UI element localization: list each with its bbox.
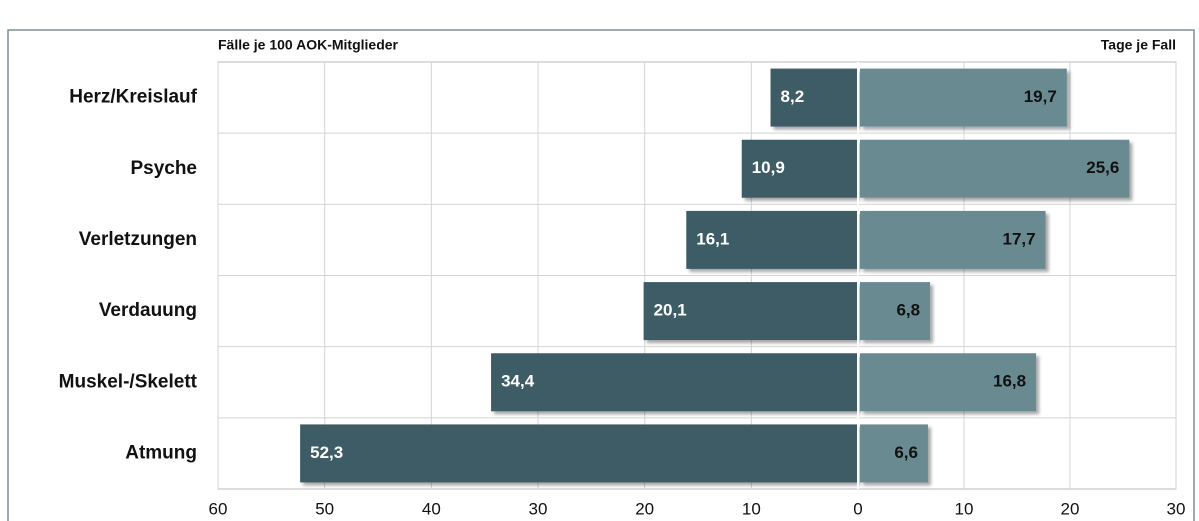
data-label: 6,8 (896, 301, 920, 320)
x-tick-label: 40 (422, 499, 441, 518)
x-tick-label: 20 (635, 499, 654, 518)
bar (300, 424, 858, 483)
data-label: 34,4 (501, 372, 535, 391)
legend-right: Tage je Fall (1101, 37, 1176, 53)
y-tick-label: Verdauung (99, 300, 197, 321)
bar (860, 353, 1037, 412)
x2-tick-label: 10 (955, 499, 974, 518)
data-label: 16,8 (993, 372, 1026, 391)
bar (643, 282, 857, 341)
frame (7, 29, 1195, 521)
data-label: 17,7 (1003, 229, 1036, 248)
bar (860, 68, 1067, 127)
x2-tick-label: 20 (1061, 499, 1080, 518)
x-tick-label: 60 (209, 499, 228, 518)
bar (860, 210, 1046, 269)
y-tick-label: Psyche (130, 158, 197, 179)
data-label: 6,6 (894, 443, 918, 462)
data-label: 10,9 (752, 158, 785, 177)
x-tick-label: 30 (529, 499, 548, 518)
data-label: 19,7 (1024, 87, 1057, 106)
bar (491, 353, 857, 412)
data-label: 16,1 (696, 229, 729, 248)
x-tick-label: 10 (742, 499, 761, 518)
x2-tick-label: 30 (1167, 499, 1186, 518)
bar (741, 139, 857, 198)
x-tick-label: 50 (315, 499, 334, 518)
bar (686, 210, 857, 269)
data-label: 52,3 (310, 443, 343, 462)
y-tick-label: Verletzungen (79, 229, 197, 250)
y-tick-label: Herz/Kreislauf (69, 87, 197, 108)
bar (770, 68, 857, 127)
y-tick-label: Atmung (125, 442, 197, 463)
bar (860, 282, 931, 341)
bar (860, 424, 928, 483)
data-label: 8,2 (781, 87, 805, 106)
bar (860, 139, 1130, 198)
data-label: 25,6 (1086, 158, 1119, 177)
data-label: 20,1 (654, 301, 687, 320)
y-tick-label: Muskel-/Skelett (59, 371, 198, 392)
legend-left: Fälle je 100 AOK-Mitglieder (218, 37, 399, 53)
x-tick-label: 0 (853, 499, 862, 518)
